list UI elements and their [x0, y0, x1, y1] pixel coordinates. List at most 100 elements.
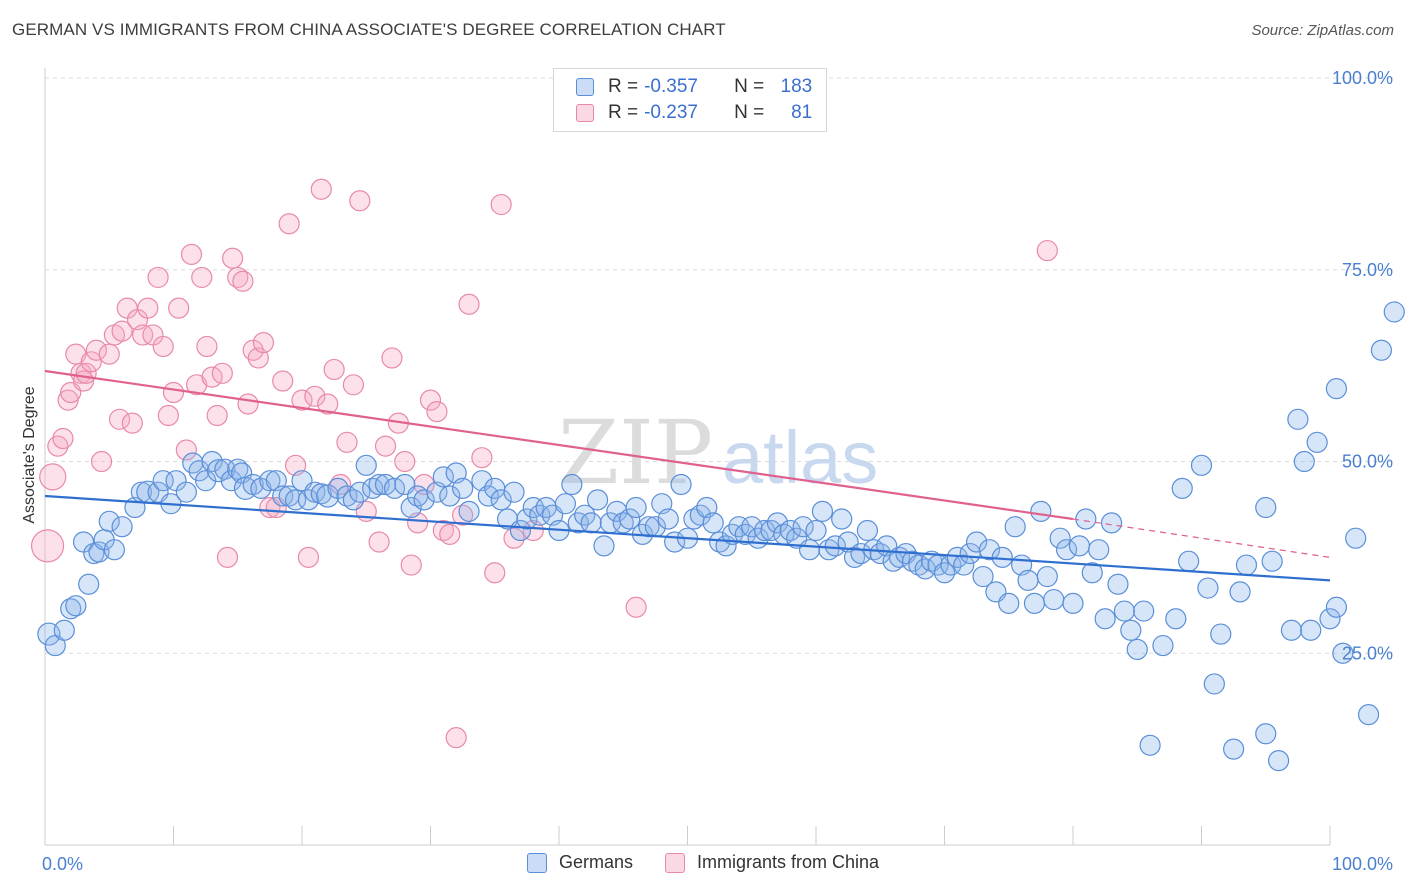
- china-point: [625, 596, 647, 618]
- german-point: [1319, 608, 1341, 630]
- german-point: [175, 481, 197, 503]
- german-point: [1094, 608, 1116, 630]
- x-tick-label: 100.0%: [1332, 854, 1393, 874]
- german-point: [1210, 623, 1232, 645]
- china-point: [147, 266, 169, 289]
- german-point: [432, 466, 454, 488]
- china-point: [317, 393, 339, 415]
- china-point: [175, 439, 197, 461]
- legend-r-value: -0.237: [644, 102, 698, 123]
- china-point: [400, 554, 422, 576]
- china-point: [471, 447, 493, 469]
- german-point: [1043, 588, 1065, 611]
- german-point: [1293, 450, 1315, 473]
- german-point: [856, 519, 879, 542]
- german-point: [336, 485, 358, 507]
- legend-item-germans: Germans: [526, 852, 633, 873]
- stats-legend: R = -0.357 N = 183 R = -0.237 N = 81: [553, 68, 827, 132]
- china-point: [30, 529, 65, 563]
- german-point: [953, 554, 975, 576]
- german-point: [1120, 619, 1142, 641]
- legend-row-china: R = -0.237 N = 81: [576, 100, 812, 126]
- german-point: [972, 565, 994, 588]
- german-point: [1036, 565, 1058, 588]
- china-point: [206, 404, 228, 427]
- german-point: [452, 477, 474, 499]
- legend-r-value: -0.357: [644, 76, 698, 97]
- china-point: [222, 247, 244, 269]
- german-point: [1280, 619, 1303, 641]
- china-point: [121, 412, 143, 434]
- china-point: [80, 351, 102, 373]
- china-point: [323, 358, 345, 381]
- german-point: [400, 496, 422, 519]
- german-point: [586, 489, 609, 511]
- german-point: [1126, 638, 1148, 661]
- german-point: [1370, 339, 1393, 361]
- german-point: [811, 500, 834, 522]
- trend-layer: [44, 369, 1331, 582]
- china-point: [490, 193, 512, 216]
- german-point: [227, 458, 249, 480]
- german-point: [1255, 723, 1277, 745]
- chart-title: GERMAN VS IMMIGRANTS FROM CHINA ASSOCIAT…: [12, 20, 726, 39]
- german-point: [1229, 581, 1251, 603]
- german-point: [65, 595, 87, 617]
- watermark: ZIP atlas: [558, 401, 878, 504]
- x-tick-label: 0.0%: [42, 854, 83, 874]
- german-point: [901, 550, 923, 572]
- watermark-zip: ZIP: [558, 401, 713, 504]
- china-point: [180, 243, 203, 266]
- china-point: [304, 385, 326, 407]
- legend-r-label: R =: [608, 102, 639, 123]
- china-point: [111, 320, 133, 342]
- y-tick-label: 25.0%: [1342, 643, 1393, 663]
- german-point: [1171, 477, 1193, 499]
- german-point: [1004, 516, 1026, 538]
- german-point: [657, 508, 679, 530]
- china-point: [278, 213, 300, 235]
- china-point: [211, 362, 233, 384]
- german-point: [439, 485, 461, 507]
- german-point: [304, 481, 326, 503]
- ticks-layer: 25.0% 50.0% 75.0% 100.0% 0.0% 100.0%: [42, 68, 1393, 874]
- german-point: [111, 516, 133, 538]
- legend-swatch-china: [664, 852, 685, 873]
- german-point: [88, 541, 110, 563]
- china-point: [484, 562, 506, 584]
- german-point: [349, 481, 371, 503]
- german-point: [1017, 569, 1039, 591]
- china-point: [394, 450, 416, 473]
- german-point: [53, 619, 75, 641]
- german-point: [554, 493, 577, 515]
- german-point: [1235, 554, 1258, 576]
- german-point: [1197, 577, 1219, 599]
- german-point: [1165, 608, 1187, 630]
- china-point: [39, 463, 67, 491]
- german-point: [490, 489, 512, 511]
- german-point: [1267, 750, 1290, 772]
- german-point: [78, 573, 100, 595]
- china-point: [57, 389, 79, 411]
- german-point: [1383, 301, 1405, 323]
- legend-n-value: 183: [780, 76, 813, 97]
- german-point: [362, 477, 384, 499]
- china-point: [157, 404, 179, 427]
- german-point: [1203, 673, 1225, 695]
- china-point: [186, 374, 208, 396]
- china-point: [458, 293, 480, 315]
- legend-n-value: 81: [791, 102, 813, 123]
- china-point: [381, 347, 403, 369]
- china-point: [52, 427, 74, 450]
- german-point: [1068, 535, 1091, 557]
- german-point: [1100, 512, 1123, 534]
- china-point: [374, 435, 397, 457]
- german-point: [250, 477, 272, 499]
- german-point: [1190, 454, 1213, 476]
- legend-item-china: Immigrants from China: [664, 852, 879, 873]
- china-point: [452, 504, 474, 526]
- german-point: [792, 516, 814, 538]
- german-point: [1287, 408, 1309, 430]
- german-point: [1152, 634, 1174, 657]
